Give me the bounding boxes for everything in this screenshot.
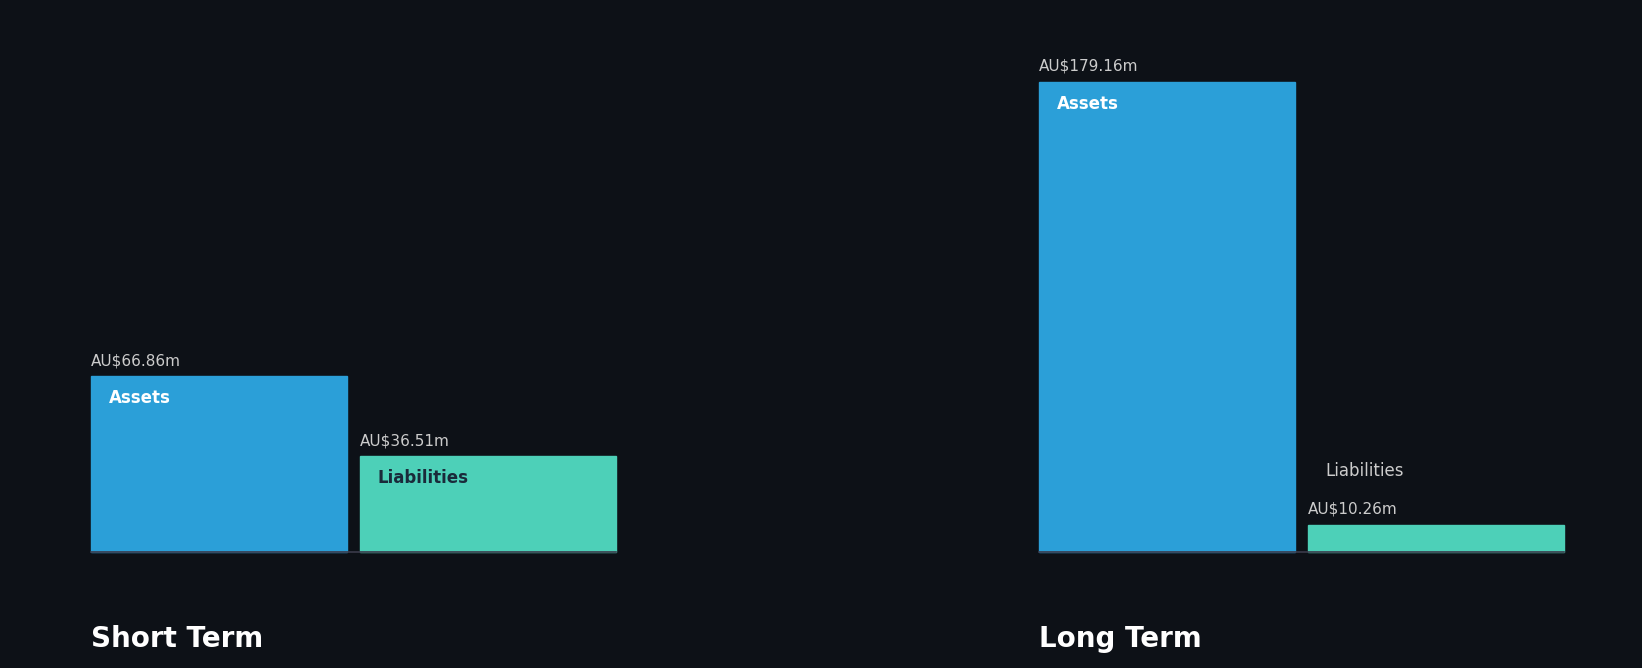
Text: AU$179.16m: AU$179.16m [1039, 59, 1138, 74]
Text: Assets: Assets [1057, 95, 1118, 113]
Text: Liabilities: Liabilities [378, 469, 468, 487]
Text: Short Term: Short Term [90, 625, 263, 653]
Text: AU$10.26m: AU$10.26m [1307, 502, 1397, 517]
Text: Assets: Assets [108, 389, 171, 407]
Bar [1039, 81, 1296, 552]
Bar [90, 376, 346, 552]
Text: AU$66.86m: AU$66.86m [90, 353, 181, 369]
Text: Liabilities: Liabilities [1325, 462, 1404, 480]
Text: Long Term: Long Term [1039, 625, 1202, 653]
Bar [360, 456, 616, 552]
Text: AU$36.51m: AU$36.51m [360, 433, 450, 448]
Bar [1307, 525, 1565, 552]
